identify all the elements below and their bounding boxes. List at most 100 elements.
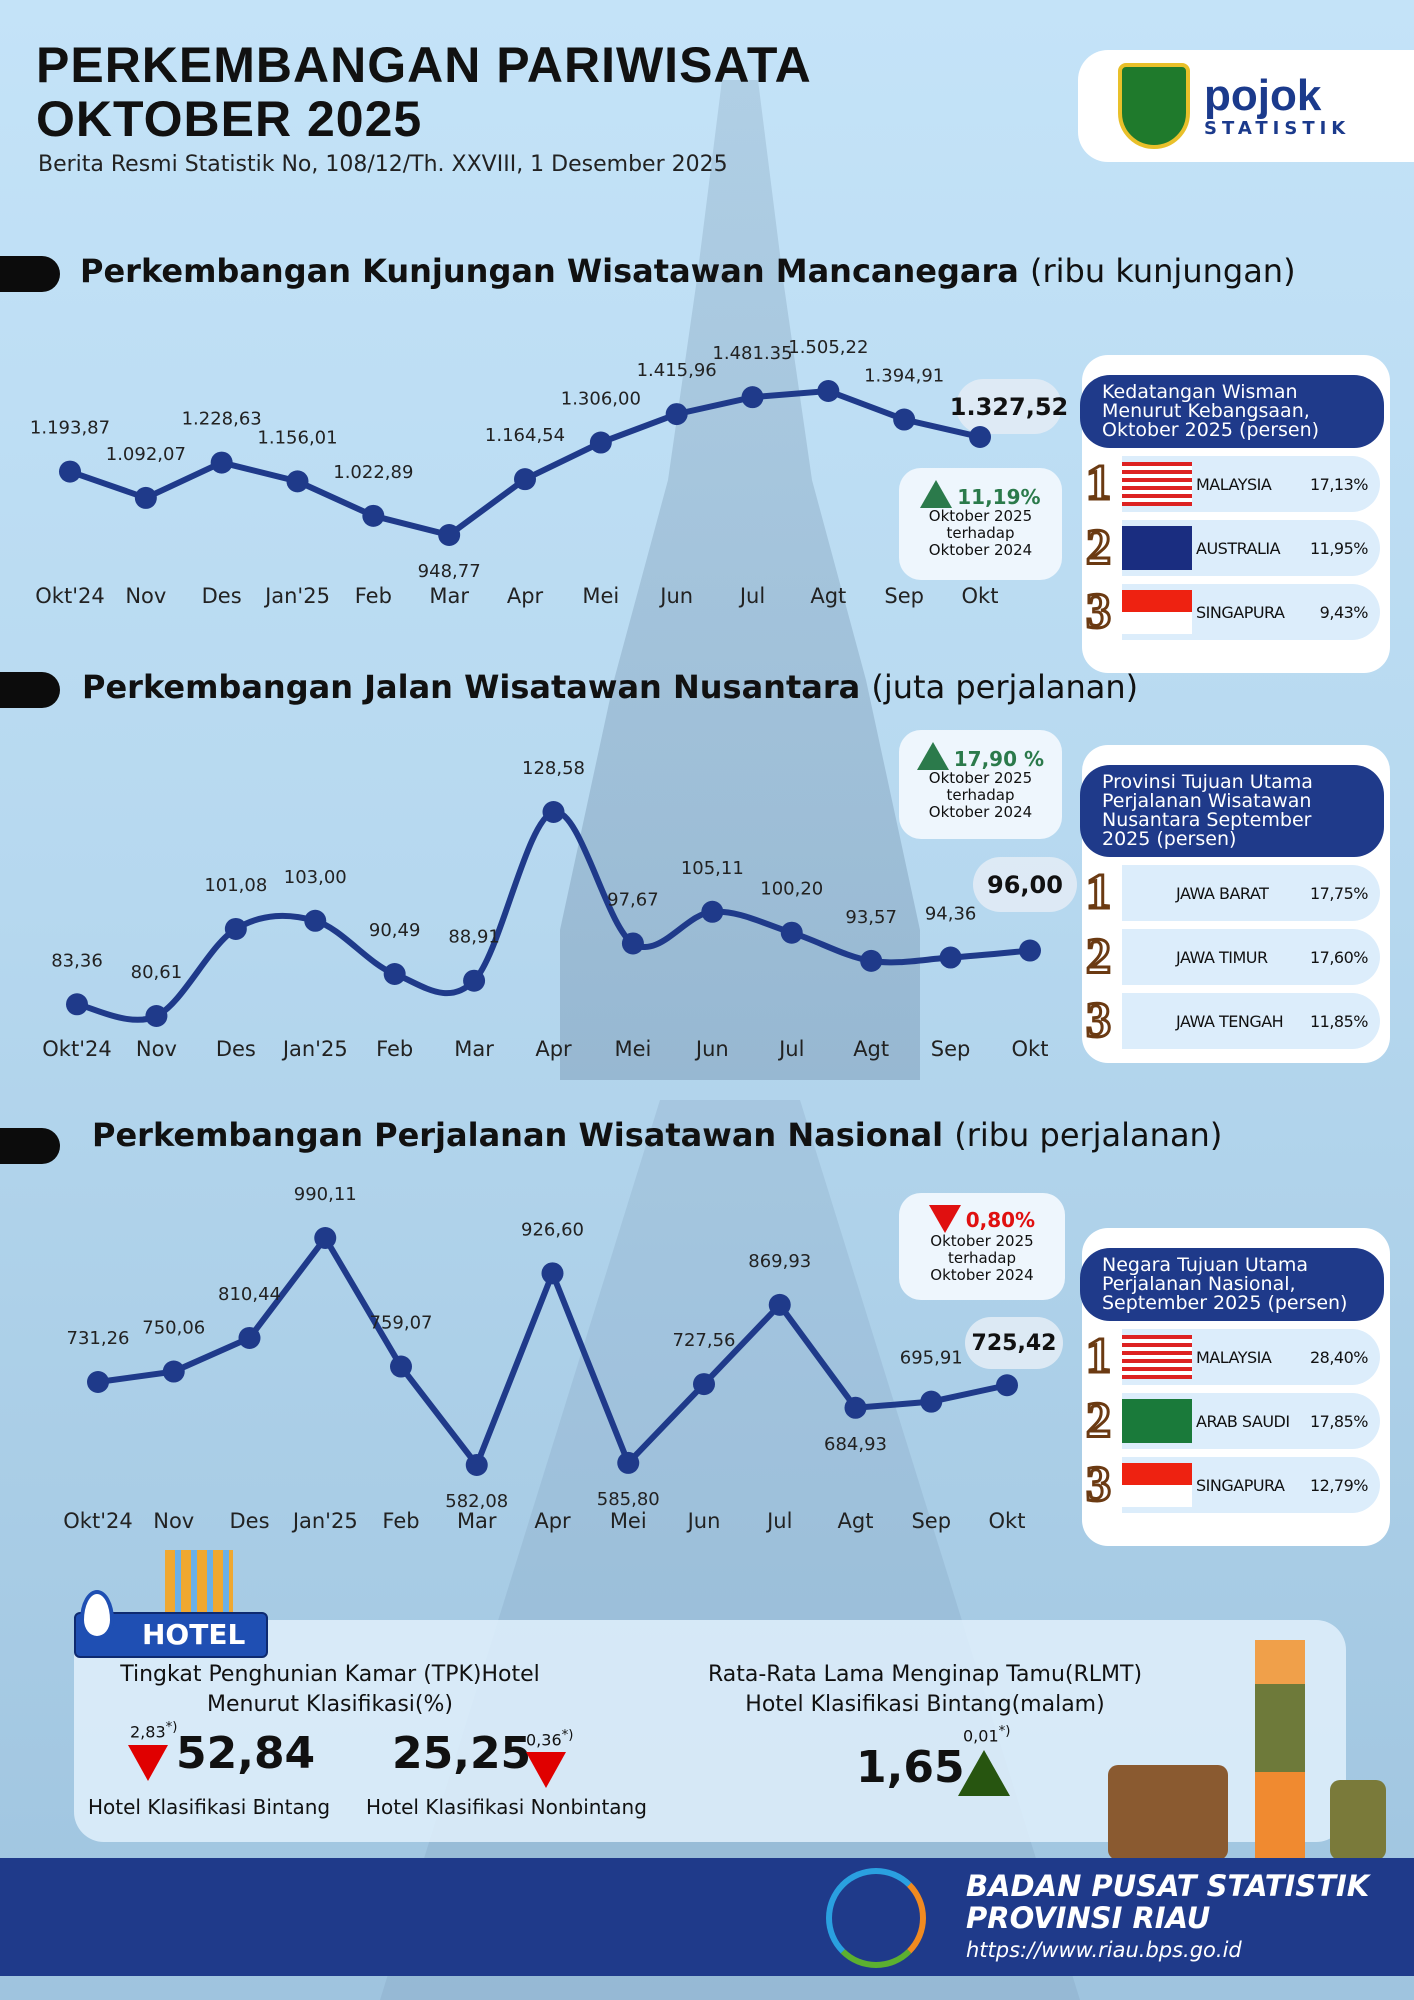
data-point	[362, 504, 385, 527]
data-point	[438, 524, 461, 546]
hotel-building-icon	[165, 1550, 233, 1612]
rank-badge: 3	[1085, 581, 1113, 640]
ranking-name: JAWA BARAT	[1176, 883, 1269, 903]
background-temple	[560, 80, 920, 1080]
data-label: 103,00	[284, 867, 347, 888]
ranking-row: 1 MALAYSIA 28,40%	[1085, 1326, 1380, 1385]
data-label: 810,44	[218, 1284, 281, 1305]
x-tick-label: Des	[202, 584, 242, 608]
x-tick-label: Mar	[454, 1037, 494, 1061]
up-arrow-icon	[920, 480, 953, 508]
section-marker	[0, 672, 60, 708]
rlmt-value: 1,65	[856, 1742, 965, 1793]
data-label: 83,36	[51, 950, 103, 971]
data-point	[463, 969, 486, 992]
ranking-name: MALAYSIA	[1196, 1347, 1272, 1367]
rank-badge: 2	[1085, 1390, 1113, 1449]
section-marker	[0, 256, 60, 292]
data-point	[134, 486, 157, 509]
down-arrow-icon	[526, 1752, 566, 1788]
tpk-nonbintang-value: 25,25	[392, 1728, 532, 1779]
x-tick-label: Mar	[457, 1509, 497, 1533]
singapore-flag-icon	[1122, 1463, 1192, 1507]
malaysia-flag-icon	[1122, 1335, 1192, 1379]
change-box-nusantara: 17,90 % Oktober 2025 terhadap Oktober 2024	[899, 730, 1062, 839]
x-tick-label: Jan'25	[263, 584, 330, 608]
data-point	[87, 1371, 109, 1394]
data-label: 1.156,01	[257, 427, 337, 448]
data-label: 1.022,89	[333, 462, 413, 483]
rank-badge: 1	[1085, 1326, 1113, 1385]
panel-title: Negara Tujuan Utama Perjalanan Nasional,…	[1080, 1248, 1384, 1321]
ranking-row: 3 JAWA TENGAH 11,85%	[1085, 990, 1380, 1049]
data-label: 731,26	[67, 1328, 130, 1349]
x-tick-label: Nov	[153, 1509, 194, 1533]
x-tick-label: Okt'24	[35, 584, 104, 608]
ranking-row: 2 AUSTRALIA 11,95%	[1085, 517, 1380, 576]
data-label: 759,07	[370, 1313, 433, 1334]
x-tick-label: Jan'25	[291, 1509, 358, 1533]
x-tick-label: Mar	[429, 584, 469, 608]
bps-org: BADAN PUSAT STATISTIK PROVINSI RIAU https:…	[966, 1870, 1369, 1966]
x-tick-label: Feb	[355, 584, 392, 608]
data-point	[1019, 939, 1041, 962]
ranking-percent: 17,85%	[1309, 1411, 1369, 1431]
up-arrow-icon	[916, 742, 949, 770]
rlmt-title: Rata-Rata Lama Menginap Tamu(RLMT) Hotel …	[707, 1662, 1143, 1717]
x-tick-label: Okt'24	[63, 1509, 132, 1533]
data-label: 990,11	[294, 1184, 357, 1205]
nonbintang-label: Hotel Klasifikasi Nonbintang	[366, 1795, 647, 1819]
data-point	[238, 1326, 261, 1349]
data-label: 80,61	[131, 962, 183, 983]
luggage-illustration	[1330, 1780, 1386, 1860]
bps-url-link[interactable]: https://www.riau.bps.go.id	[966, 1938, 1242, 1962]
data-point	[996, 1374, 1018, 1397]
series-line	[69, 387, 981, 539]
latest-value-nasional: 725,42	[965, 1317, 1063, 1369]
malaysia-flag-icon	[1122, 462, 1192, 506]
x-tick-label: Okt	[1012, 1037, 1049, 1061]
saudi-flag-icon	[1122, 1399, 1192, 1443]
bintang-label: Hotel Klasifikasi Bintang	[88, 1795, 331, 1819]
data-point	[162, 1360, 185, 1383]
ranking-name: AUSTRALIA	[1196, 538, 1281, 558]
data-label: 101,08	[204, 875, 267, 896]
x-tick-label: Okt	[962, 584, 999, 608]
location-pin-icon	[80, 1590, 114, 1640]
data-label: 1.306,00	[561, 389, 641, 410]
data-point	[383, 962, 406, 985]
panel-wisman-nationality: Kedatangan Wisman Menurut Kebangsaan, Ok…	[1080, 355, 1390, 673]
down-arrow-icon	[128, 1745, 168, 1781]
data-label: 88,91	[448, 927, 500, 948]
x-tick-label: Des	[216, 1037, 256, 1061]
data-point	[817, 380, 840, 402]
data-label: 1.193,87	[30, 418, 110, 439]
traveler-illustration	[1255, 1640, 1305, 1860]
ranking-name: MALAYSIA	[1196, 474, 1272, 494]
footer-bar	[0, 1858, 1414, 1976]
rank-badge: 2	[1085, 926, 1113, 985]
section-title-wisman: Perkembangan Kunjungan Wisatawan Mancane…	[80, 252, 1296, 290]
data-point	[465, 1454, 488, 1476]
ranking-row: 1 JAWA BARAT 17,75%	[1085, 862, 1380, 921]
ranking-row: 1 MALAYSIA 17,13%	[1085, 453, 1380, 512]
ranking-name: JAWA TIMUR	[1176, 947, 1268, 967]
tpk-title: Tingkat Penghunian Kamar (TPK)Hotel Menur…	[120, 1662, 540, 1717]
data-point	[541, 1262, 564, 1285]
data-point	[304, 909, 327, 932]
latest-value-wisman: 1.327,52	[950, 379, 1068, 434]
data-point	[589, 431, 612, 454]
nonbintang-change: 0,36*)	[526, 1728, 574, 1750]
x-tick-label: Sep	[884, 584, 924, 608]
logo-word: pojok	[1204, 70, 1322, 120]
rank-badge: 3	[1085, 990, 1113, 1049]
data-label: 1.092,07	[106, 444, 186, 465]
rlmt-change: 0,01*)	[963, 1724, 1011, 1746]
x-tick-label: Feb	[382, 1509, 419, 1533]
data-point	[314, 1227, 337, 1249]
ranking-percent: 17,60%	[1309, 947, 1369, 967]
data-label: 582,08	[445, 1491, 508, 1512]
x-tick-label: Feb	[376, 1037, 413, 1061]
ranking-name: JAWA TENGAH	[1176, 1011, 1284, 1031]
logo-sub: STATISTIK	[1204, 117, 1351, 139]
